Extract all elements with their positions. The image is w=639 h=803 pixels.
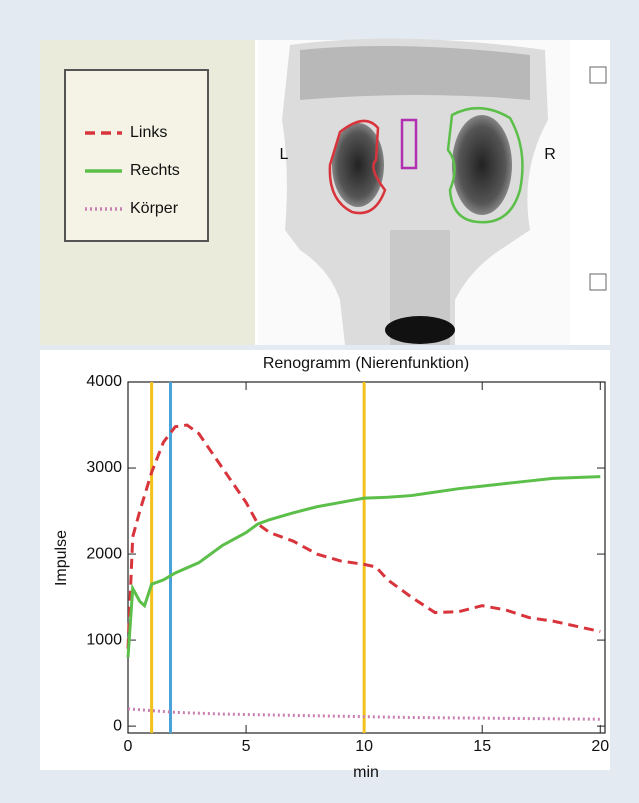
x-tick-label: 0 bbox=[124, 738, 133, 755]
legend-label: Links bbox=[130, 124, 167, 141]
legend-label: Körper bbox=[130, 200, 179, 217]
x-tick-label: 10 bbox=[355, 738, 373, 755]
y-tick-label: 2000 bbox=[86, 545, 122, 562]
chart-title: Renogramm (Nierenfunktion) bbox=[263, 355, 469, 372]
y-tick-label: 3000 bbox=[86, 459, 122, 476]
chart: L R Renogramm (Nierenfunktion) min Impul… bbox=[0, 0, 639, 803]
figure: L R Renogramm (Nierenfunktion) min Impul… bbox=[0, 0, 639, 803]
x-tick-label: 5 bbox=[242, 738, 251, 755]
checkbox[interactable] bbox=[590, 67, 606, 83]
legend-label: Rechts bbox=[130, 162, 180, 179]
x-tick-label: 15 bbox=[473, 738, 491, 755]
scan-image bbox=[258, 39, 570, 345]
x-axis-label: min bbox=[353, 764, 379, 781]
y-tick-label: 0 bbox=[113, 717, 122, 734]
y-tick-label: 1000 bbox=[86, 631, 122, 648]
right-label: R bbox=[544, 146, 556, 163]
checkbox[interactable] bbox=[590, 274, 606, 290]
x-tick-label: 20 bbox=[591, 738, 609, 755]
y-tick-label: 4000 bbox=[86, 373, 122, 390]
left-label: L bbox=[280, 146, 289, 163]
y-axis-label: Impulse bbox=[53, 530, 70, 586]
chart-panel bbox=[40, 350, 610, 770]
